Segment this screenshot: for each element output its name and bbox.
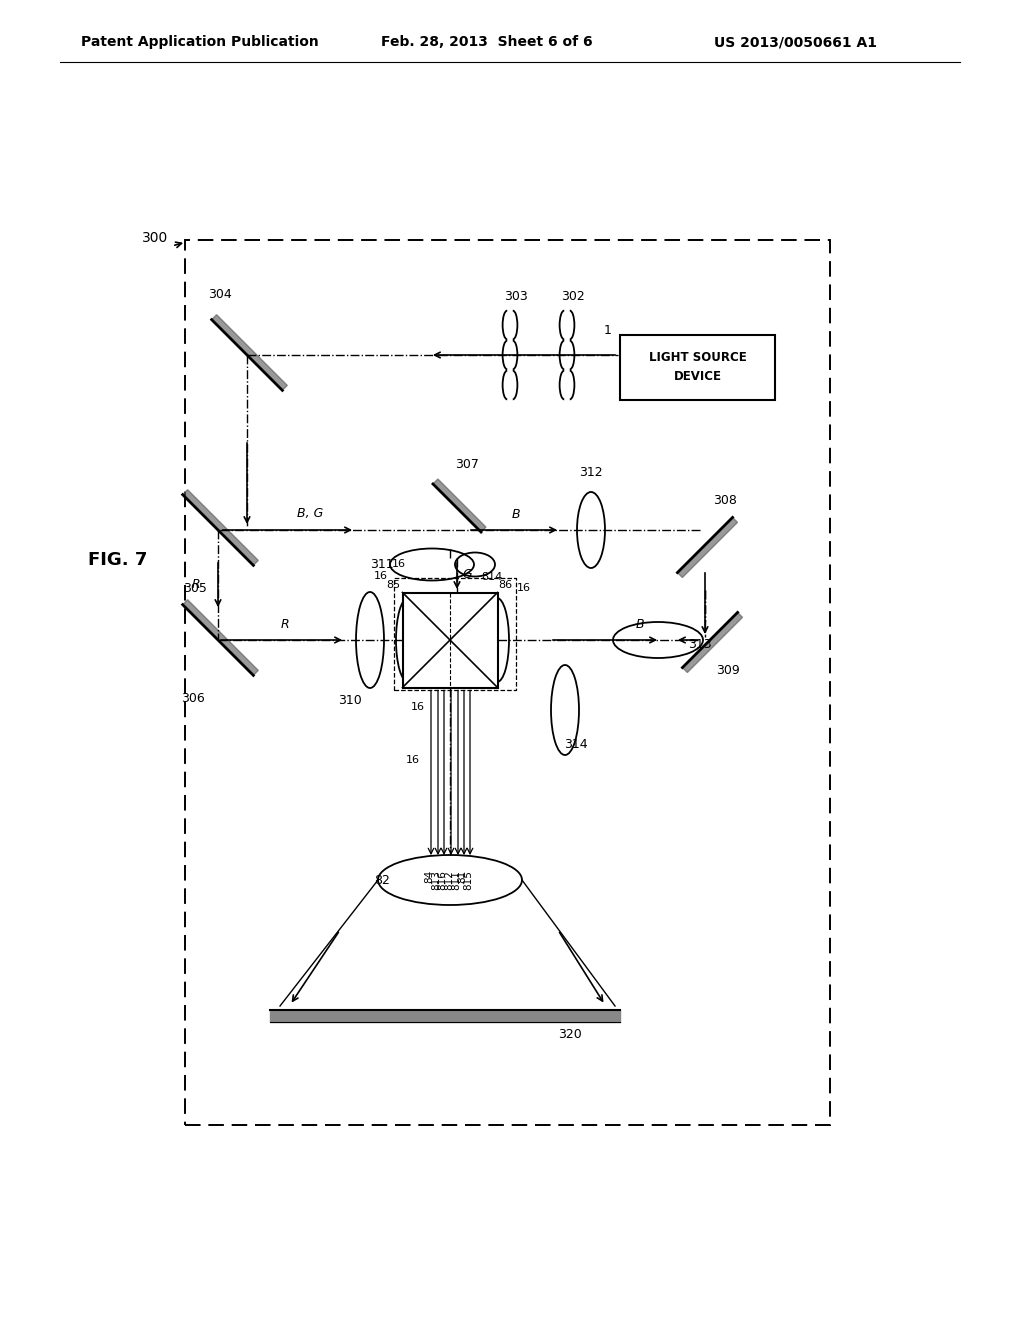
Text: 81: 81 bbox=[457, 870, 467, 883]
Text: B: B bbox=[512, 507, 520, 520]
Text: 85: 85 bbox=[386, 579, 400, 590]
Text: 303: 303 bbox=[504, 290, 528, 304]
Polygon shape bbox=[182, 490, 258, 565]
Polygon shape bbox=[182, 599, 258, 676]
Bar bbox=[402, 593, 498, 688]
Text: FIG. 7: FIG. 7 bbox=[88, 550, 147, 569]
Text: 320: 320 bbox=[558, 1027, 582, 1040]
Polygon shape bbox=[212, 314, 288, 391]
Text: LIGHT SOURCE: LIGHT SOURCE bbox=[648, 351, 746, 364]
Text: 814: 814 bbox=[481, 573, 503, 582]
Text: B: B bbox=[636, 618, 644, 631]
Text: 311: 311 bbox=[371, 558, 394, 572]
Text: 310: 310 bbox=[338, 693, 362, 706]
Text: 813: 813 bbox=[431, 870, 441, 890]
Bar bbox=[620, 335, 775, 400]
Text: 305: 305 bbox=[183, 582, 207, 594]
Polygon shape bbox=[433, 479, 486, 532]
Text: 308: 308 bbox=[713, 494, 737, 507]
Text: 300: 300 bbox=[141, 231, 168, 246]
Text: 812: 812 bbox=[444, 870, 454, 890]
Text: 16: 16 bbox=[374, 572, 388, 581]
Text: B, G: B, G bbox=[297, 507, 324, 520]
Text: Patent Application Publication: Patent Application Publication bbox=[81, 36, 318, 49]
Text: 815: 815 bbox=[463, 870, 473, 890]
Text: Feb. 28, 2013  Sheet 6 of 6: Feb. 28, 2013 Sheet 6 of 6 bbox=[381, 36, 593, 49]
Text: R: R bbox=[281, 618, 290, 631]
Text: 16: 16 bbox=[517, 583, 531, 593]
Text: 304: 304 bbox=[208, 289, 232, 301]
Text: R: R bbox=[191, 578, 200, 591]
Text: 811: 811 bbox=[451, 870, 461, 890]
Text: 307: 307 bbox=[455, 458, 479, 471]
Text: 84: 84 bbox=[424, 870, 434, 883]
Text: 314: 314 bbox=[564, 738, 588, 751]
Text: 306: 306 bbox=[181, 692, 205, 705]
Polygon shape bbox=[682, 612, 742, 672]
Text: 16: 16 bbox=[406, 755, 420, 766]
Text: 313: 313 bbox=[688, 639, 712, 652]
Text: G: G bbox=[462, 569, 472, 582]
Bar bbox=[185, 240, 830, 1125]
Polygon shape bbox=[678, 517, 737, 578]
Text: 1: 1 bbox=[604, 323, 612, 337]
Text: 16: 16 bbox=[392, 558, 406, 569]
Text: 16: 16 bbox=[411, 702, 425, 713]
Text: 82: 82 bbox=[374, 874, 390, 887]
Text: 302: 302 bbox=[561, 290, 585, 304]
Polygon shape bbox=[270, 1010, 620, 1022]
Text: US 2013/0050661 A1: US 2013/0050661 A1 bbox=[714, 36, 877, 49]
Text: DEVICE: DEVICE bbox=[674, 370, 722, 383]
Text: 816: 816 bbox=[437, 870, 447, 890]
Text: 312: 312 bbox=[580, 466, 603, 479]
Text: 86: 86 bbox=[498, 579, 512, 590]
Text: 309: 309 bbox=[716, 664, 740, 676]
